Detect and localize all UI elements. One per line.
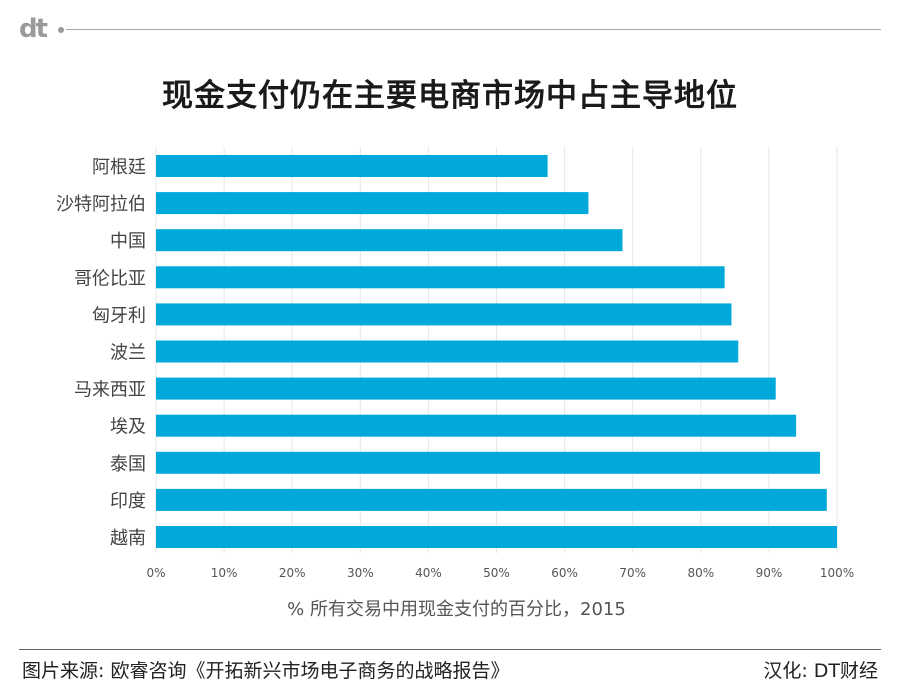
- bar: [156, 192, 589, 215]
- x-tick-label: 40%: [415, 566, 442, 580]
- bar: [156, 303, 732, 326]
- bar: [156, 526, 837, 548]
- bar: [156, 229, 623, 252]
- category-label: 印度: [110, 491, 146, 512]
- category-label: 泰国: [110, 454, 146, 475]
- category-label: 哥伦比亚: [74, 268, 146, 289]
- source-text: 图片来源: 欧睿咨询《开拓新兴市场电子商务的战略报告》: [22, 660, 510, 682]
- bar: [156, 340, 739, 363]
- footer-divider: [19, 649, 881, 650]
- chart-title: 现金支付仍在主要电商市场中占主导地位: [162, 78, 738, 114]
- x-tick-label: 0%: [146, 566, 165, 580]
- x-tick-label: 20%: [279, 566, 306, 580]
- category-label: 中国: [110, 231, 146, 252]
- x-tick-label: 60%: [551, 566, 578, 580]
- logo-dot: [58, 27, 64, 33]
- x-tick-label: 80%: [687, 566, 714, 580]
- category-label: 马来西亚: [74, 380, 146, 401]
- bar: [156, 266, 725, 289]
- x-axis-label: % 所有交易中用现金支付的百分比，2015: [287, 599, 626, 620]
- x-tick-label: 50%: [483, 566, 510, 580]
- x-tick-label: 10%: [211, 566, 238, 580]
- category-label: 匈牙利: [92, 305, 146, 326]
- bar: [156, 377, 776, 400]
- x-tick-label: 70%: [619, 566, 646, 580]
- bar: [156, 414, 797, 437]
- dt-logo: dt: [19, 14, 48, 44]
- category-label: 阿根廷: [92, 157, 146, 178]
- x-tick-label: 100%: [820, 566, 854, 580]
- header-divider: [66, 29, 881, 30]
- category-label: 越南: [110, 528, 146, 549]
- bar: [156, 155, 548, 177]
- category-label: 波兰: [110, 343, 146, 364]
- category-label: 埃及: [110, 417, 146, 438]
- bar: [156, 488, 827, 511]
- bar: [156, 451, 820, 474]
- x-tick-label: 30%: [347, 566, 374, 580]
- x-tick-label: 90%: [756, 566, 783, 580]
- credit-text: 汉化: DT财经: [763, 660, 878, 682]
- category-label: 沙特阿拉伯: [56, 194, 146, 215]
